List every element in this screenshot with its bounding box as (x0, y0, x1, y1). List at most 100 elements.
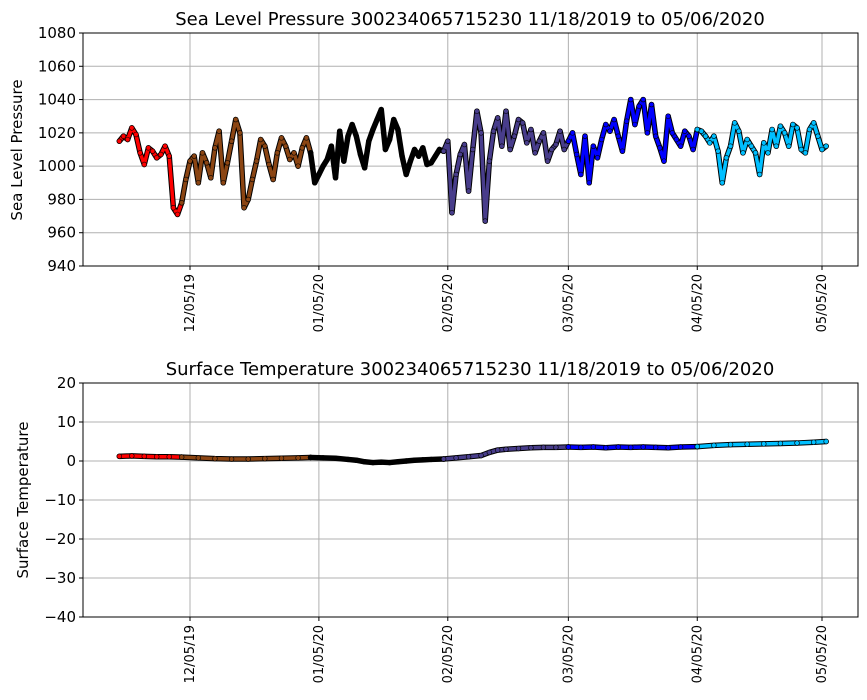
y-tick-label: −30 (44, 569, 76, 587)
data-point (324, 156, 330, 163)
data-point (461, 141, 468, 148)
data-point (661, 158, 667, 164)
data-point (586, 180, 592, 186)
x-tick-label: 03/05/20 (561, 625, 576, 683)
data-point (769, 126, 775, 133)
y-tick-label: 20 (57, 374, 76, 392)
data-point (665, 445, 671, 451)
data-point (819, 146, 825, 153)
data-point (652, 444, 659, 451)
data-point (752, 150, 759, 156)
data-point (353, 457, 360, 463)
data-point (810, 120, 817, 126)
data-point (141, 161, 147, 168)
data-point (499, 143, 505, 149)
data-point (316, 171, 322, 178)
data-point (486, 158, 493, 164)
y-tick-label: 1080 (38, 24, 76, 42)
data-point (711, 133, 717, 139)
data-point (677, 444, 684, 450)
data-point (266, 161, 272, 168)
data-point (494, 115, 501, 121)
data-point (191, 153, 197, 159)
data-point (777, 440, 784, 447)
data-point (116, 453, 123, 460)
data-point (237, 130, 243, 136)
data-point (603, 445, 609, 451)
data-point (278, 455, 285, 461)
y-axis-label: Surface Temperature (14, 422, 32, 579)
data-point (199, 150, 206, 156)
data-point (224, 160, 231, 166)
y-tick-label: −40 (44, 608, 76, 626)
data-point (503, 446, 509, 452)
data-point (594, 155, 601, 161)
data-point (149, 148, 156, 154)
data-point (212, 455, 218, 462)
y-tick-label: 0 (66, 452, 76, 470)
x-tick-label: 05/05/20 (815, 274, 830, 332)
x-tick-label: 04/05/20 (690, 274, 705, 332)
data-point (299, 145, 305, 151)
axis-ticks: 940 960 980 1000 1020 1040 1060 1080 12/05/19 01/… (38, 24, 830, 332)
data-point (257, 136, 264, 143)
data-point (719, 180, 725, 186)
x-tick-label: 12/05/19 (183, 625, 198, 683)
data-point (540, 130, 547, 136)
data-point (457, 151, 463, 158)
data-point (736, 128, 742, 134)
data-point (727, 143, 734, 149)
data-point (553, 444, 559, 451)
data-point (241, 205, 247, 211)
data-point (411, 457, 418, 463)
y-tick-label: −10 (44, 491, 76, 509)
data-point (715, 148, 721, 154)
data-point (411, 146, 418, 153)
data-point (295, 455, 301, 461)
data-point (677, 143, 684, 149)
data-point (507, 146, 513, 153)
data-point (777, 123, 784, 129)
data-point (291, 150, 297, 156)
y-tick-label: 960 (47, 224, 76, 242)
data-point (494, 447, 501, 453)
data-point (478, 130, 484, 136)
data-point (756, 171, 763, 178)
data-point (303, 135, 310, 141)
data-point (802, 150, 809, 156)
data-point (366, 138, 372, 144)
y-tick-label: 1060 (38, 57, 76, 75)
data-point (178, 454, 185, 460)
data-point (744, 136, 750, 143)
data-point (669, 130, 676, 136)
data-point (212, 145, 218, 151)
data-point (578, 171, 584, 178)
data-point (233, 116, 239, 123)
y-tick-label: 940 (47, 257, 76, 275)
data-point (154, 155, 160, 161)
data-point (628, 444, 634, 451)
data-point (640, 444, 646, 450)
series-trace (117, 454, 184, 459)
data-point (361, 165, 368, 171)
data-point (798, 146, 804, 153)
data-point (478, 452, 484, 459)
data-point (124, 136, 131, 143)
data-point (382, 146, 389, 153)
data-point (245, 456, 251, 462)
data-point (690, 146, 696, 153)
data-point (748, 143, 755, 149)
data-point (183, 176, 189, 183)
data-point (228, 456, 235, 462)
data-point (174, 211, 181, 218)
data-point (440, 148, 447, 154)
data-point (195, 180, 202, 186)
data-point (765, 150, 771, 156)
data-point (120, 133, 127, 139)
y-tick-label: −20 (44, 530, 76, 548)
data-point (282, 143, 289, 149)
data-point (336, 128, 343, 134)
data-point (786, 143, 792, 149)
data-point (141, 453, 147, 460)
data-point (129, 125, 135, 131)
